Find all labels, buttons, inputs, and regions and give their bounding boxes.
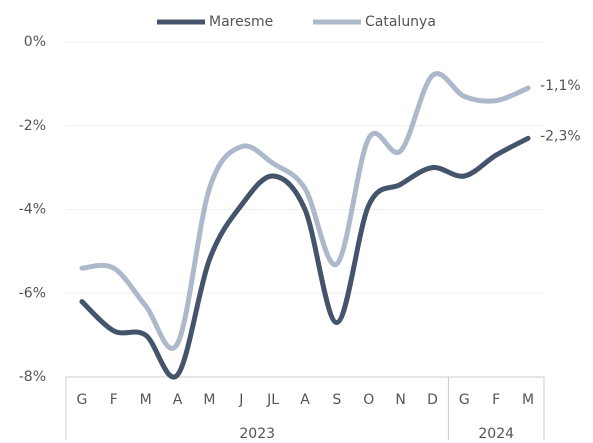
x-tick-label: F [110,392,118,408]
x-tick-label: A [173,392,183,408]
x-tick-label: M [522,392,534,408]
y-tick-label: 0% [24,34,46,50]
year-label: 2023 [239,426,275,442]
x-tick-label: A [300,392,310,408]
x-tick-label: S [332,392,341,408]
x-tick-label: M [140,392,152,408]
x-tick-label: D [427,392,438,408]
x-tick-label: G [459,392,470,408]
x-tick-label: JL [266,392,279,408]
y-tick-label: -4% [19,202,46,218]
legend-label: Maresme [209,14,273,30]
data-label: -1,1% [540,78,581,94]
x-tick-label: M [203,392,215,408]
x-tick-label: J [238,392,243,408]
series-line [79,71,531,351]
y-tick-label: -2% [19,118,46,134]
x-tick-label: O [363,392,374,408]
series-line [79,135,531,380]
x-tick-label: N [395,392,405,408]
x-tick-label: G [77,392,88,408]
x-tick-label: F [492,392,500,408]
year-label: 2024 [478,426,514,442]
data-label: -2,3% [540,128,581,144]
legend-label: Catalunya [365,14,436,30]
y-tick-label: -8% [19,369,46,385]
y-tick-label: -6% [19,285,46,301]
